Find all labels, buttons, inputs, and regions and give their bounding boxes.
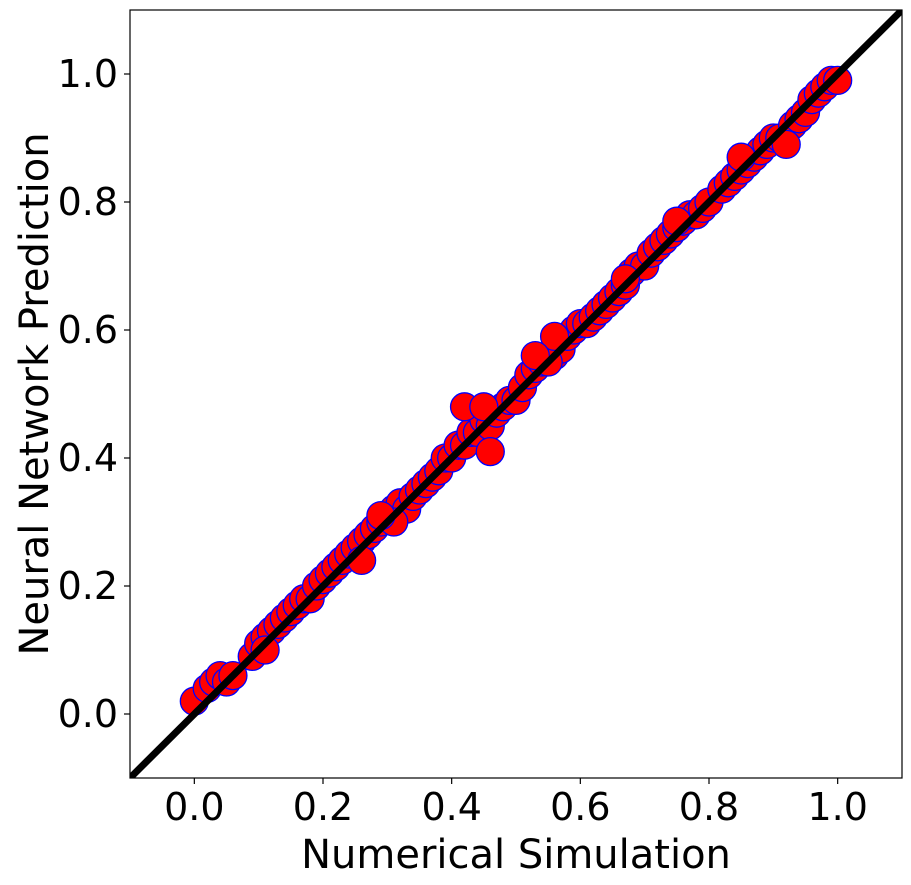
reference-line — [130, 10, 902, 778]
data-point — [250, 635, 280, 665]
y-tick-label: 0.0 — [58, 692, 118, 736]
y-tick-label: 0.8 — [58, 180, 118, 224]
y-tick-label: 0.4 — [58, 436, 118, 480]
y-tick-label: 0.2 — [58, 564, 118, 608]
y-tick-label: 1.0 — [58, 52, 118, 96]
data-point — [771, 129, 801, 160]
reference-line-layer — [130, 10, 902, 778]
x-tick-label: 0.6 — [550, 785, 610, 829]
x-tick-label: 0.4 — [421, 785, 481, 829]
x-axis-ticks: 0.0 0.2 0.4 0.6 0.8 1.0 — [164, 778, 868, 829]
x-tick-label: 1.0 — [807, 785, 867, 829]
x-axis-label: Numerical Simulation — [301, 832, 731, 878]
data-point — [610, 264, 641, 294]
x-tick-label: 0.0 — [164, 785, 224, 829]
y-tick-label: 0.6 — [58, 308, 118, 352]
x-tick-label: 0.8 — [679, 785, 739, 829]
data-point — [823, 65, 853, 96]
data-point — [539, 321, 570, 352]
data-point — [469, 392, 499, 422]
data-point — [475, 436, 505, 467]
x-tick-label: 0.2 — [293, 785, 353, 829]
data-point — [520, 340, 550, 371]
y-axis-label: Neural Network Prediction — [12, 132, 58, 655]
y-axis-ticks: 0.0 0.2 0.4 0.6 0.8 1.0 — [58, 52, 130, 736]
plot-frame — [129, 9, 903, 779]
